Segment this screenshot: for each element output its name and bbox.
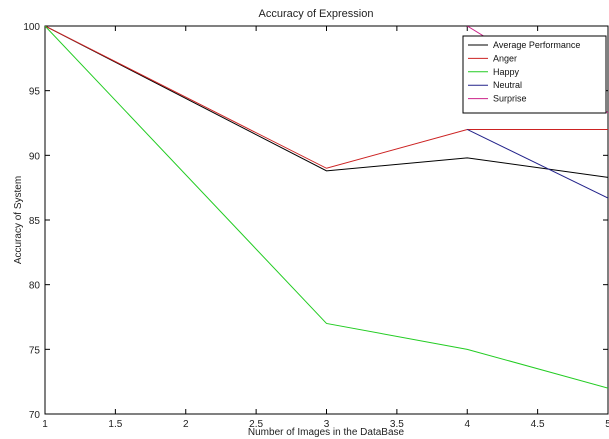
- legend-label-anger: Anger: [493, 53, 517, 63]
- x-tick-label: 3.5: [390, 419, 404, 430]
- series-line-anger: [45, 26, 608, 169]
- series-line-happy: [45, 26, 608, 389]
- legend-label-neutral: Neutral: [493, 80, 522, 90]
- legend-label-average-performance: Average Performance: [493, 40, 580, 50]
- axis-ticks: 1 1.5 2 2.5 3 3.5 4 4.5 5 70 75 80 85 90 95 100: [23, 22, 609, 430]
- x-tick-label: 1: [42, 419, 48, 430]
- y-tick-label: 90: [29, 151, 41, 162]
- legend-label-surprise: Surprise: [493, 94, 527, 104]
- x-tick-label: 2: [183, 419, 189, 430]
- series-line-average-performance: [45, 26, 608, 178]
- y-tick-label: 80: [29, 281, 41, 292]
- y-tick-label: 95: [29, 87, 41, 98]
- x-tick-label: 4: [464, 419, 470, 430]
- legend-box: [462, 35, 607, 114]
- x-tick-label: 5: [605, 419, 609, 430]
- y-tick-label: 75: [29, 345, 41, 356]
- chart-title: Accuracy of Expression: [259, 8, 374, 20]
- series-line-neutral: [467, 129, 608, 199]
- x-tick-label: 4.5: [531, 419, 545, 430]
- legend: Average Performance Anger Happy Neutral Surp…: [462, 35, 607, 114]
- y-tick-label: 85: [29, 216, 41, 227]
- x-tick-label: 2.5: [249, 419, 263, 430]
- y-tick-label: 70: [29, 410, 41, 421]
- x-tick-label: 1.5: [108, 419, 122, 430]
- legend-label-happy: Happy: [493, 67, 520, 77]
- x-axis-label: Number of Images in the DataBase: [248, 427, 405, 438]
- x-tick-label: 3: [324, 419, 330, 430]
- y-tick-label: 100: [23, 22, 40, 33]
- y-axis-label: Accuracy of System: [13, 176, 24, 264]
